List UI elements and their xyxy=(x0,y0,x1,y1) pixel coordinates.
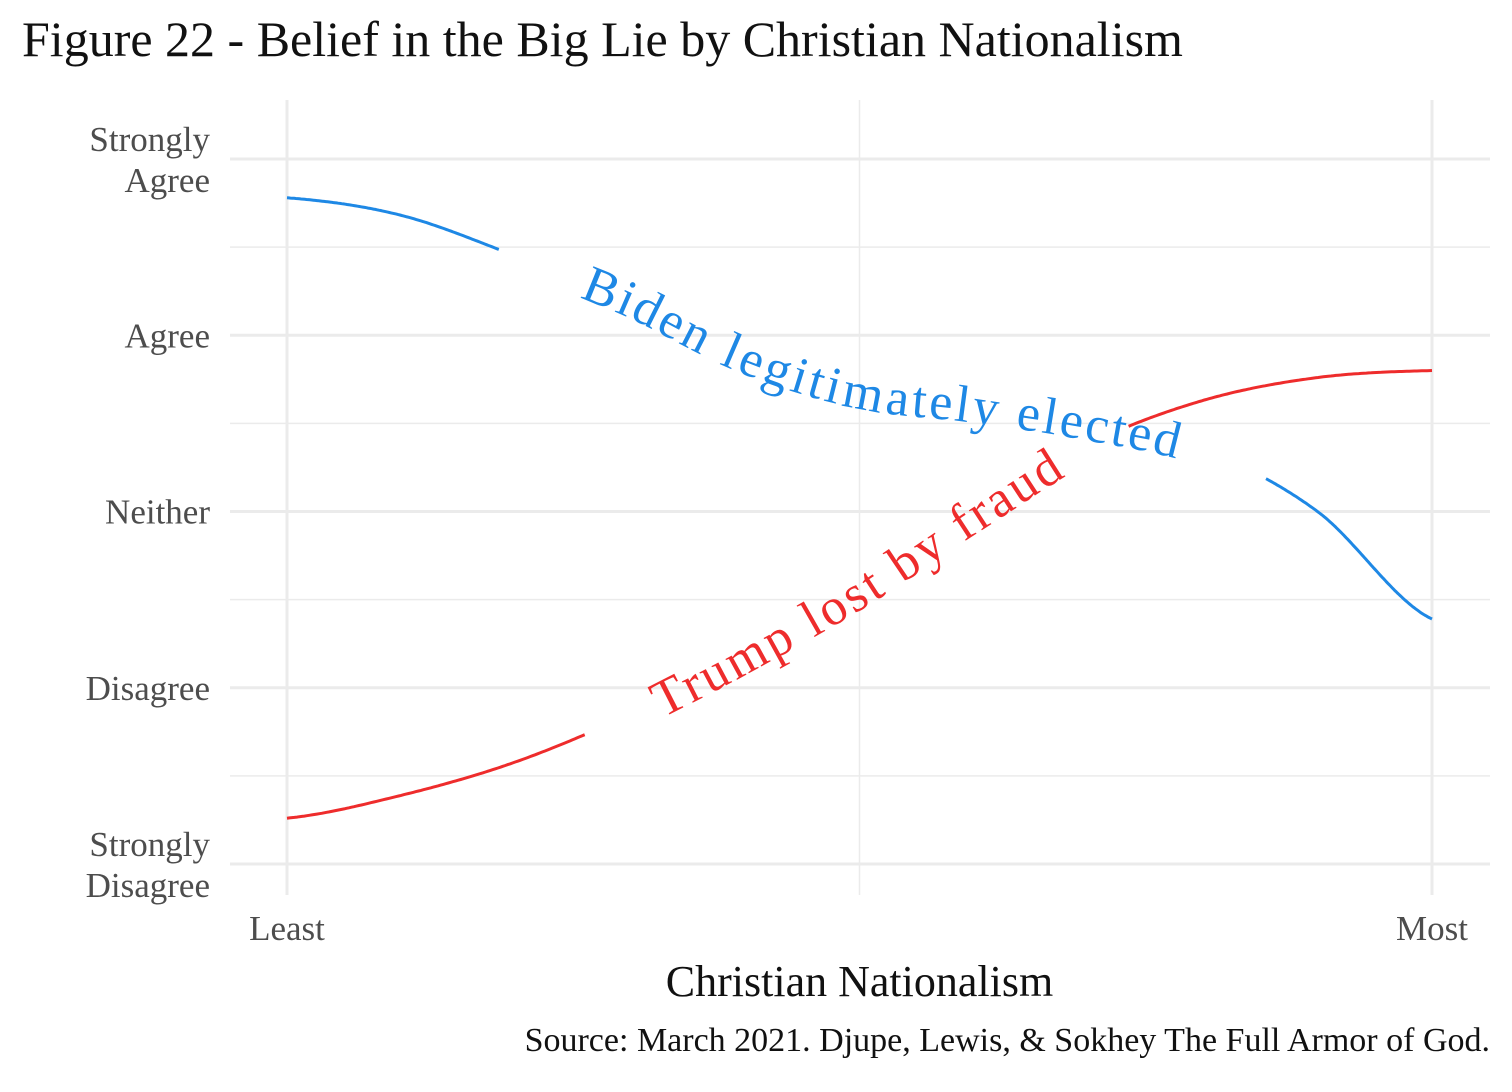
series-line-segment xyxy=(286,196,500,251)
series-label-text: Biden legitimately elected xyxy=(575,255,1187,470)
y-tick-label: Agree xyxy=(124,316,210,355)
x-tick-label: Most xyxy=(1396,909,1468,948)
series-label: Biden legitimately elected xyxy=(575,255,1190,470)
y-tick-label: Neither xyxy=(105,493,210,532)
series-label: Trump lost by fraud xyxy=(642,436,1075,728)
y-tick-label: Disagree xyxy=(86,669,210,708)
series-label-text: Trump lost by fraud xyxy=(642,436,1072,728)
x-axis-title: Christian Nationalism xyxy=(666,957,1053,1006)
series-line-segment xyxy=(1265,477,1433,621)
series-line-segment xyxy=(286,733,586,820)
y-tick-label: Strongly Disagree xyxy=(86,825,211,905)
chart-title: Figure 22 - Belief in the Big Lie by Chr… xyxy=(22,11,1183,67)
chart-caption: Source: March 2021. Djupe, Lewis, & Sokh… xyxy=(524,1022,1490,1059)
series-line-segment xyxy=(1128,369,1433,428)
x-tick-label: Least xyxy=(249,909,325,948)
y-tick-label: Strongly Agree xyxy=(89,120,210,200)
